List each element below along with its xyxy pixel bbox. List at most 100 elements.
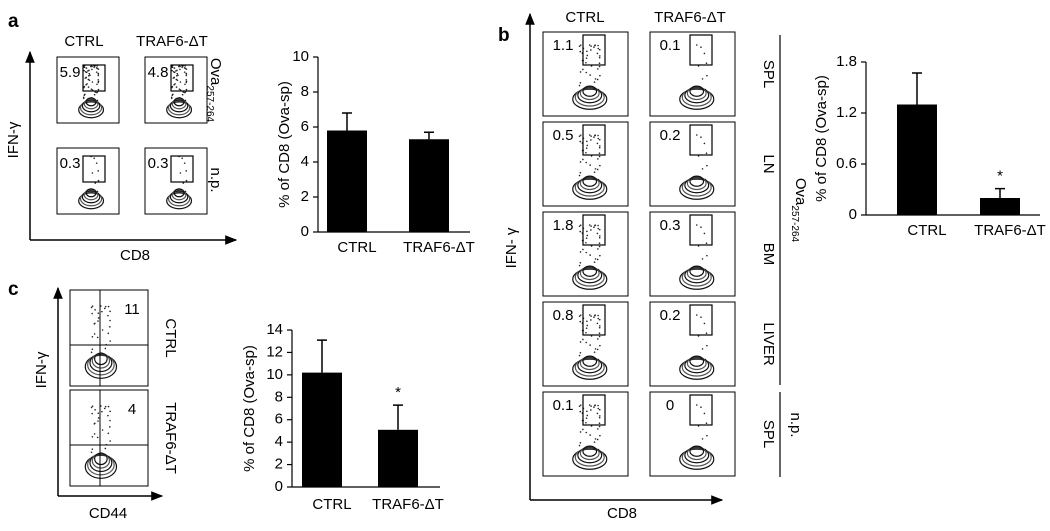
- flow-event: [598, 425, 601, 428]
- flow-event: [179, 68, 181, 71]
- gate-percent: 0: [666, 397, 674, 414]
- flow-contour: [679, 88, 715, 110]
- flow-event: [593, 81, 596, 83]
- gate-percent: 4.8: [148, 64, 169, 81]
- flow-event: [594, 224, 596, 226]
- flow-event: [598, 155, 601, 158]
- flow-event: [594, 348, 597, 350]
- gate-percent: 4: [128, 401, 136, 418]
- gate-percent: 0.3: [148, 155, 169, 172]
- flow-event: [597, 448, 600, 451]
- row-label: n.p.: [787, 412, 804, 437]
- flow-contour: [167, 191, 191, 207]
- flow-event: [599, 344, 601, 347]
- gate-percent: 0.3: [660, 217, 681, 234]
- flow-contour: [684, 177, 710, 194]
- flow-gate: [689, 304, 713, 336]
- label-text: Ova: [792, 178, 809, 206]
- flow-contour: [577, 267, 603, 284]
- flow-event: [594, 258, 597, 260]
- flow-event: [597, 158, 599, 160]
- flow-contour: [574, 357, 605, 377]
- flow-contour: [574, 267, 605, 287]
- flow-event: [597, 137, 600, 140]
- label-subscript: 257-264: [204, 85, 215, 122]
- gate-percent: 0.1: [660, 37, 681, 54]
- flow-event: [593, 226, 595, 228]
- flow-event: [704, 268, 707, 271]
- y-tick-label: 4: [275, 433, 283, 450]
- flow-contour: [579, 86, 600, 101]
- flow-event: [598, 335, 601, 338]
- flow-event: [85, 67, 88, 69]
- flow-event: [594, 438, 597, 440]
- flow-event: [90, 65, 92, 68]
- flow-contour: [81, 190, 101, 204]
- flow-event: [82, 97, 85, 100]
- flow-event: [97, 320, 99, 322]
- flow-event: [579, 140, 582, 143]
- flow-contour: [579, 356, 600, 371]
- flow-event: [579, 431, 582, 433]
- flow-event: [590, 65, 593, 67]
- flow-plot: [542, 211, 629, 297]
- flow-event: [593, 351, 596, 353]
- flow-event: [704, 448, 707, 451]
- flow-event: [178, 97, 181, 99]
- flow-event: [183, 71, 186, 73]
- flow-event: [597, 178, 600, 181]
- column-header: CTRL: [64, 33, 103, 50]
- flow-plot: [144, 56, 208, 124]
- flow-event: [90, 97, 93, 99]
- flow-event: [172, 77, 175, 79]
- flow-contour: [579, 446, 600, 461]
- flow-event: [93, 333, 96, 335]
- y-axis-label: % of CD8 (Ova-sp): [241, 345, 258, 472]
- flow-event: [93, 433, 96, 435]
- x-axis-label: CD8: [607, 505, 637, 522]
- flow-event: [586, 230, 588, 233]
- flow-event: [91, 65, 93, 68]
- flow-event: [593, 178, 596, 180]
- flow-event: [95, 162, 98, 164]
- flow-event: [172, 93, 174, 96]
- flow-event: [104, 447, 107, 450]
- flow-event: [185, 179, 188, 182]
- x-tick-label: CTRL: [337, 239, 376, 256]
- flow-event: [590, 135, 592, 137]
- flow-event: [695, 44, 698, 46]
- flow-event: [97, 312, 100, 314]
- flow-event: [598, 242, 601, 245]
- flow-event: [594, 168, 597, 170]
- flow-event: [175, 86, 178, 88]
- flow-event: [585, 147, 588, 149]
- flow-event: [700, 406, 702, 408]
- flow-event: [108, 356, 110, 358]
- flow-event: [705, 62, 708, 65]
- flow-event: [579, 351, 582, 354]
- flow-event: [185, 79, 188, 81]
- flow-event: [706, 254, 708, 257]
- flow-event: [598, 236, 601, 239]
- flow-event: [182, 100, 185, 102]
- significance-marker: *: [395, 384, 401, 401]
- flow-plot: [542, 121, 629, 207]
- flow-contour: [173, 188, 185, 198]
- flow-gate: [582, 304, 606, 336]
- flow-event: [585, 61, 587, 64]
- flow-event: [97, 68, 100, 70]
- flow-event: [596, 412, 599, 415]
- flow-contour: [689, 445, 705, 457]
- flow-event: [97, 170, 100, 172]
- flow-event: [91, 448, 94, 450]
- y-tick-label: 8: [301, 83, 309, 100]
- gate-percent: 1.8: [553, 217, 574, 234]
- flow-event: [590, 45, 592, 47]
- x-tick-label: TRAF6-ΔT: [974, 222, 1046, 239]
- flow-event: [176, 79, 179, 82]
- flow-event: [171, 66, 174, 69]
- flow-contour: [574, 177, 605, 197]
- y-tick-label: 2: [301, 188, 309, 205]
- flow-event: [103, 407, 106, 410]
- flow-event: [101, 310, 103, 313]
